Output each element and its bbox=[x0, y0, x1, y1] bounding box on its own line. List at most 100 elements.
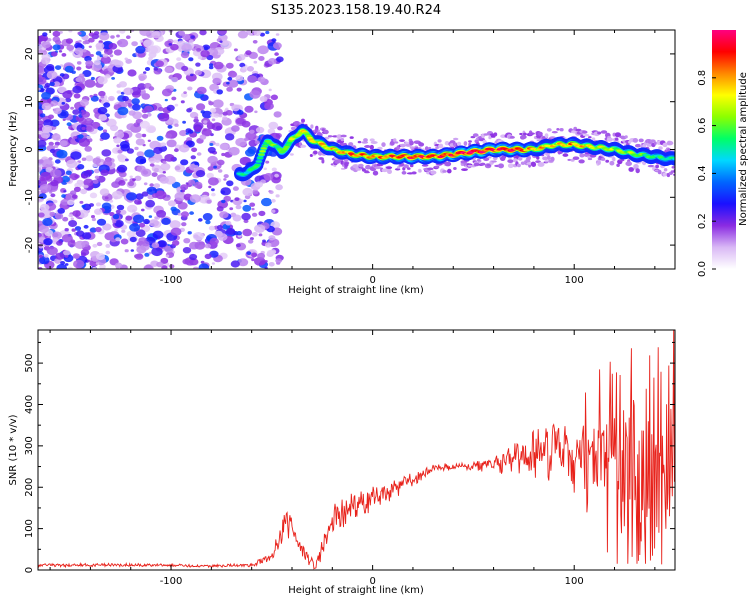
noise-blob bbox=[39, 113, 46, 118]
ridge-blob bbox=[672, 157, 675, 161]
noise-blob bbox=[268, 190, 274, 195]
halo-blob bbox=[582, 134, 590, 137]
noise-blob bbox=[49, 191, 53, 194]
noise-blob bbox=[196, 86, 207, 95]
noise-blob bbox=[268, 121, 279, 130]
snr-ticks: -100 0 100 0 100 200 300 400 500 bbox=[24, 330, 675, 587]
noise-blob bbox=[55, 252, 65, 260]
x-tick-label: 100 bbox=[565, 576, 584, 587]
noise-blob bbox=[220, 40, 232, 49]
noise-blob bbox=[129, 236, 137, 243]
halo-blob bbox=[601, 157, 606, 161]
noise-blob bbox=[73, 259, 85, 269]
noise-blob bbox=[144, 252, 150, 257]
halo-blob bbox=[655, 164, 659, 169]
noise-blob bbox=[38, 87, 41, 91]
noise-blob bbox=[155, 60, 164, 67]
noise-blob bbox=[219, 143, 229, 151]
noise-blob bbox=[69, 173, 79, 181]
noise-blob bbox=[118, 81, 127, 88]
noise-blob bbox=[70, 151, 82, 160]
noise-blob bbox=[178, 144, 190, 153]
noise-blob bbox=[72, 210, 81, 217]
halo-blob bbox=[444, 161, 452, 167]
halo-blob bbox=[310, 124, 314, 129]
noise-blob bbox=[95, 42, 105, 50]
noise-blob bbox=[115, 209, 121, 214]
halo-blob bbox=[381, 168, 388, 173]
noise-blob bbox=[114, 131, 125, 139]
noise-blob bbox=[38, 166, 42, 173]
halo-blob bbox=[575, 128, 582, 132]
noise-blob bbox=[164, 66, 173, 74]
x-tick-label: 100 bbox=[565, 275, 584, 286]
noise-blob bbox=[160, 142, 167, 147]
noise-blob bbox=[189, 258, 199, 266]
noise-blob bbox=[173, 39, 179, 44]
noise-blob bbox=[164, 154, 175, 162]
halo-blob bbox=[323, 129, 329, 135]
noise-blob bbox=[212, 99, 224, 108]
colorbar-label: Normalized spectral amplitude bbox=[738, 72, 749, 226]
noise-blob bbox=[41, 57, 51, 65]
noise-blob bbox=[143, 182, 148, 186]
noise-blob bbox=[170, 206, 177, 212]
halo-blob bbox=[411, 171, 417, 175]
halo-blob bbox=[600, 130, 608, 134]
halo-blob bbox=[614, 132, 622, 138]
noise-blob bbox=[274, 173, 279, 178]
halo-blob bbox=[327, 135, 333, 138]
noise-blob bbox=[111, 181, 120, 189]
noise-blob bbox=[189, 253, 198, 261]
noise-blob bbox=[169, 264, 175, 269]
noise-blob bbox=[81, 232, 92, 240]
halo-blob bbox=[487, 156, 492, 159]
noise-blob bbox=[182, 120, 187, 124]
halo-blob bbox=[605, 159, 610, 163]
noise-blob bbox=[82, 70, 92, 77]
noise-blob bbox=[117, 38, 129, 48]
halo-blob bbox=[456, 141, 462, 146]
noise-blob bbox=[206, 199, 212, 204]
noise-blob bbox=[269, 249, 277, 255]
halo-blob bbox=[579, 153, 585, 158]
noise-blob bbox=[217, 233, 228, 241]
noise-blob bbox=[220, 187, 231, 196]
ridge-blob bbox=[283, 145, 290, 149]
noise-blob bbox=[204, 253, 212, 260]
halo-blob bbox=[670, 170, 674, 174]
halo-blob bbox=[546, 155, 551, 161]
noise-blob bbox=[194, 69, 202, 76]
noise-blob bbox=[251, 207, 255, 211]
noise-blob bbox=[92, 243, 98, 248]
noise-blob bbox=[126, 123, 136, 131]
noise-blob bbox=[162, 171, 166, 174]
halo-blob bbox=[363, 138, 368, 142]
noise-blob bbox=[113, 49, 122, 56]
x-tick-label: 0 bbox=[369, 275, 375, 286]
noise-blob bbox=[109, 124, 119, 132]
noise-blob bbox=[271, 175, 281, 184]
halo-blob bbox=[365, 164, 371, 170]
noise-blob bbox=[136, 165, 146, 173]
noise-blob bbox=[113, 137, 122, 144]
halo-blob bbox=[437, 139, 442, 143]
noise-blob bbox=[74, 47, 84, 55]
noise-blob bbox=[118, 171, 127, 178]
noise-blob bbox=[70, 106, 74, 110]
noise-blob bbox=[137, 83, 147, 90]
noise-blob bbox=[99, 188, 110, 196]
noise-blob bbox=[273, 111, 282, 118]
noise-blob bbox=[115, 237, 121, 242]
noise-blob bbox=[63, 254, 74, 263]
noise-blob bbox=[62, 90, 73, 99]
halo-blob bbox=[402, 167, 406, 171]
noise-blob bbox=[166, 139, 177, 148]
noise-blob bbox=[95, 202, 102, 207]
halo-blob bbox=[635, 143, 641, 148]
noise-blob bbox=[42, 218, 53, 226]
halo-blob bbox=[400, 163, 405, 167]
noise-blob bbox=[213, 165, 218, 169]
